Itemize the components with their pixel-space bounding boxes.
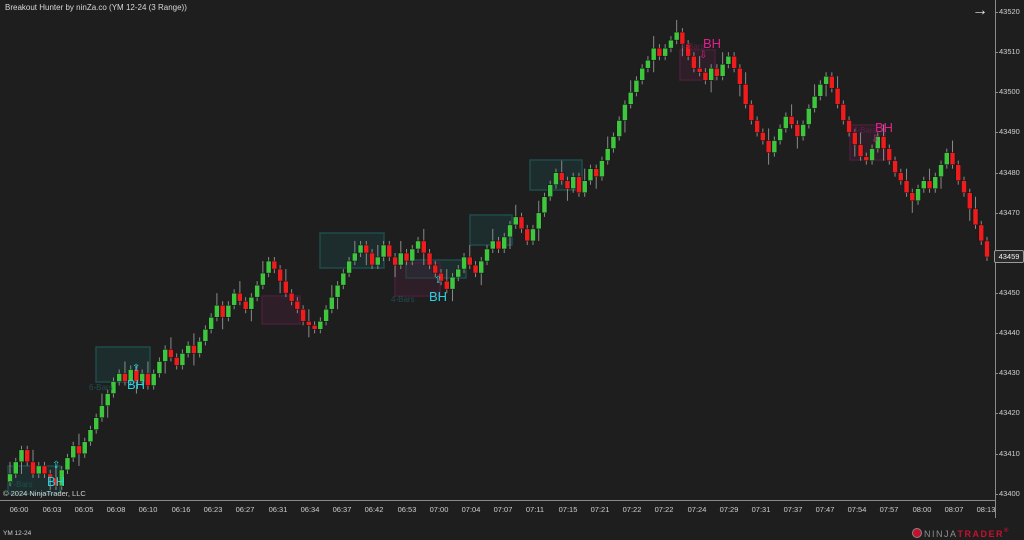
time-label: 07:07 <box>493 505 513 514</box>
price-label: 43470 <box>995 208 1020 217</box>
time-label: 07:04 <box>461 505 481 514</box>
price-label: 43420 <box>995 408 1020 417</box>
arrow-down-icon: ⇩ <box>871 134 880 145</box>
bars-count-label: 4-Bars <box>681 42 705 51</box>
bullish-breakout-signal-label: BH <box>127 377 146 392</box>
ninjatrader-logo-icon <box>912 528 922 538</box>
time-label: 07:37 <box>783 505 803 514</box>
chart-plot-area[interactable] <box>0 0 995 500</box>
bars-count-label: 4-Bars <box>853 126 877 135</box>
time-label: 07:29 <box>719 505 739 514</box>
time-label: 07:31 <box>751 505 771 514</box>
price-label: 43490 <box>995 127 1020 136</box>
arrow-up-icon: ⇪ <box>132 363 141 374</box>
current-price-tag: 43459 <box>994 250 1024 263</box>
price-label: 43400 <box>995 489 1020 498</box>
time-label: 08:07 <box>944 505 964 514</box>
time-label: 07:47 <box>815 505 835 514</box>
price-label: 43510 <box>995 47 1020 56</box>
bars-count-label: 4-Bars <box>391 295 415 304</box>
time-label: 07:57 <box>879 505 899 514</box>
arrow-right-icon[interactable]: → <box>972 2 988 19</box>
time-label: 07:11 <box>525 505 545 514</box>
time-label: 07:00 <box>429 505 449 514</box>
bearish-breakout-signal-label: BH <box>875 120 894 135</box>
candlestick-series <box>7 20 990 495</box>
price-label: 43450 <box>995 288 1020 297</box>
arrow-up-icon: ⇪ <box>52 460 61 471</box>
time-label: 06:03 <box>42 505 62 514</box>
price-label: 43430 <box>995 368 1020 377</box>
price-label: 43480 <box>995 168 1020 177</box>
time-label: 06:23 <box>203 505 223 514</box>
time-label: 06:34 <box>300 505 320 514</box>
instrument-label: YM 12-24 <box>3 530 32 537</box>
price-label: 43520 <box>995 7 1020 16</box>
time-label: 06:53 <box>397 505 417 514</box>
chart-title: Breakout Hunter by ninZa.co (YM 12-24 (3… <box>5 3 187 12</box>
price-label: 43500 <box>995 87 1020 96</box>
time-label: 06:27 <box>235 505 255 514</box>
price-label: 43440 <box>995 328 1020 337</box>
time-label: 06:00 <box>9 505 29 514</box>
price-label: 43410 <box>995 449 1020 458</box>
time-label: 07:21 <box>590 505 610 514</box>
copyright-text: © 2024 NinjaTrader, LLC <box>3 489 86 498</box>
bullish-breakout-signal-label: BH <box>47 474 66 489</box>
bullish-breakout-signal-label: BH <box>429 289 448 304</box>
time-label: 07:54 <box>847 505 867 514</box>
time-label: 06:37 <box>332 505 352 514</box>
bars-count-label: 6-Bars <box>89 383 113 392</box>
ninjatrader-logo: NINJATRADER® <box>912 528 1010 539</box>
time-label: 06:10 <box>138 505 158 514</box>
arrow-up-icon: ⇪ <box>434 275 443 286</box>
bars-count-label: 7-Bars <box>9 480 33 489</box>
time-label: 06:42 <box>364 505 384 514</box>
time-label: 06:08 <box>106 505 126 514</box>
time-axis[interactable]: © 2024 NinjaTrader, LLC 06:00 06:03 06:05 0… <box>0 489 996 519</box>
time-label: 07:24 <box>687 505 707 514</box>
time-label: 08:13 <box>976 505 996 514</box>
time-label: 06:16 <box>171 505 191 514</box>
time-label: 07:22 <box>654 505 674 514</box>
time-label: 06:05 <box>74 505 94 514</box>
arrow-down-icon: ⇩ <box>699 50 708 61</box>
time-label: 07:15 <box>558 505 578 514</box>
time-label: 07:22 <box>622 505 642 514</box>
price-axis[interactable]: 43520 43510 43500 43490 43480 43470 4345… <box>994 0 1024 518</box>
time-label: 06:31 <box>268 505 288 514</box>
bearish-breakout-signal-label: BH <box>703 36 722 51</box>
time-label: 08:00 <box>912 505 932 514</box>
